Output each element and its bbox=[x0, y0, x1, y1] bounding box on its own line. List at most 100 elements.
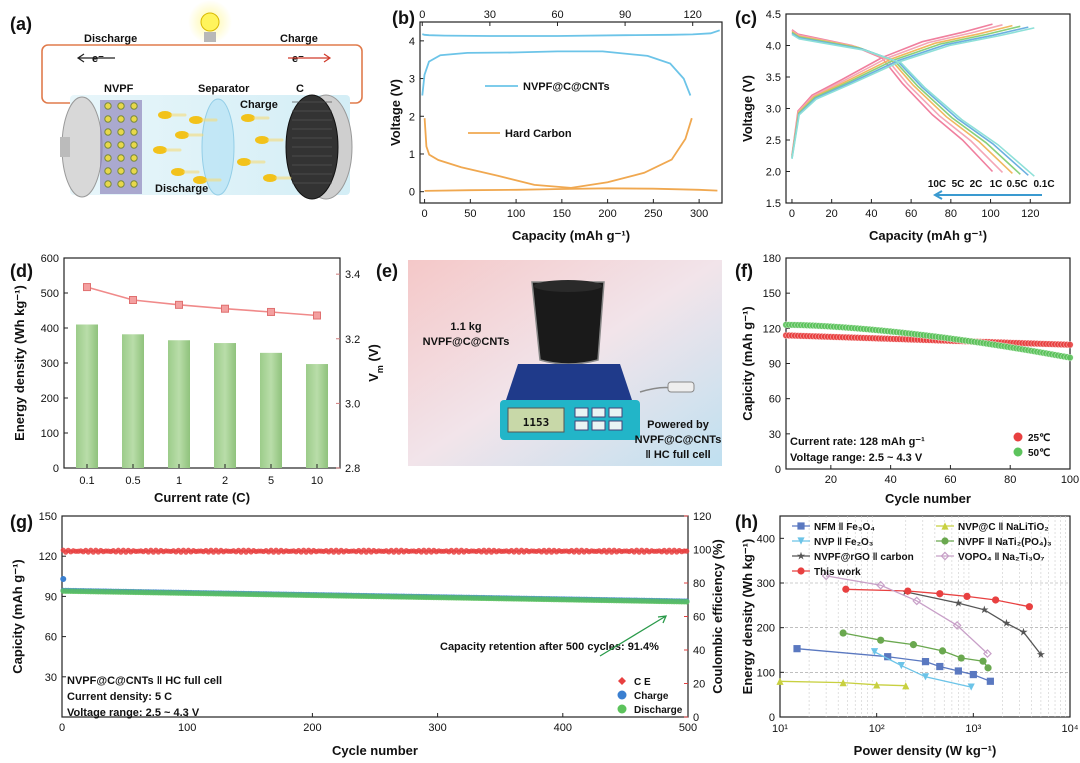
point-h-1 bbox=[897, 662, 905, 670]
ion-site-icon bbox=[117, 102, 125, 110]
legend-label-g-2: Discharge bbox=[634, 705, 683, 716]
sodium-ion-icon bbox=[237, 158, 251, 166]
tick-label-h-y: 200 bbox=[757, 623, 775, 635]
tick-label-c-y: 2.5 bbox=[766, 135, 781, 147]
y-axis-label-h: Energy density (Wh kg⁻¹) bbox=[740, 539, 755, 695]
bulb-icon bbox=[200, 12, 220, 32]
tick-label-h-x: 10² bbox=[869, 723, 885, 735]
tick-label-f-y: 30 bbox=[769, 429, 781, 441]
line-h-5 bbox=[842, 632, 989, 669]
tick-label-h-x: 10³ bbox=[965, 723, 981, 735]
point-h-3 bbox=[936, 590, 944, 598]
ion-site-icon bbox=[130, 180, 138, 188]
point-h-2 bbox=[954, 598, 963, 607]
retention-annotation-g: Capacity retention after 500 cycles: 91.… bbox=[440, 641, 659, 653]
tick-label-c-x: 20 bbox=[826, 208, 838, 220]
ion-site-icon bbox=[130, 154, 138, 162]
sample-name: NVPF@C@CNTs bbox=[423, 336, 510, 348]
point-h-2 bbox=[1002, 618, 1011, 627]
vm-marker-d-1 bbox=[129, 296, 137, 304]
ion-site-icon bbox=[104, 141, 112, 149]
tick-label-f-y: 0 bbox=[775, 464, 781, 476]
vm-marker-d-4 bbox=[267, 307, 275, 316]
ion-site-icon bbox=[117, 115, 125, 123]
line-h-3 bbox=[845, 588, 1030, 608]
tick-label-g-y2: 20 bbox=[693, 679, 705, 691]
sodium-ion-icon bbox=[241, 114, 255, 122]
tick-label-b-x: 100 bbox=[507, 208, 525, 220]
tick-label-f-y: 180 bbox=[763, 253, 781, 265]
point-h-0 bbox=[921, 658, 930, 666]
sodium-ion-icon bbox=[189, 116, 203, 124]
tick-label-d-y: 300 bbox=[41, 358, 59, 370]
legend-marker-g-1 bbox=[617, 690, 627, 700]
legend-label-h-1: NVP ‖ Fe₂O₃ bbox=[814, 537, 874, 548]
tick-label-g-y2: 120 bbox=[693, 511, 711, 523]
tick-label-g-x: 500 bbox=[679, 722, 697, 734]
tick-label-g-y2: 60 bbox=[693, 612, 705, 624]
powder-top-icon bbox=[534, 280, 602, 292]
tick-label-h-x: 10¹ bbox=[772, 723, 788, 735]
tick-label-b-x: 250 bbox=[644, 208, 662, 220]
vm-marker-d-0 bbox=[83, 283, 91, 292]
point-h-1 bbox=[870, 648, 879, 656]
tick-label-g-y: 60 bbox=[45, 632, 57, 644]
line-h-4 bbox=[779, 680, 906, 687]
tick-label-g-y: 90 bbox=[45, 591, 57, 603]
point-h-5 bbox=[909, 641, 918, 649]
bar-d-4 bbox=[260, 352, 282, 468]
legend-marker-h-6 bbox=[940, 551, 950, 561]
y-axis-label-c: Voltage (V) bbox=[740, 75, 755, 142]
bar-d-0 bbox=[76, 324, 98, 468]
tick-label-f-y: 60 bbox=[769, 394, 781, 406]
line-h-1 bbox=[874, 651, 972, 688]
tick-label-b-y: 0 bbox=[409, 187, 415, 199]
point-h-0 bbox=[986, 677, 994, 685]
y-axis-label-d: Energy density (Wh kg⁻¹) bbox=[12, 285, 27, 441]
point-h-2 bbox=[980, 605, 989, 614]
label-discharge: Discharge bbox=[84, 33, 137, 45]
point-h-1 bbox=[921, 673, 930, 681]
vm-line-d bbox=[86, 286, 318, 317]
ion-site-icon bbox=[104, 115, 112, 123]
point-h-4 bbox=[902, 682, 910, 690]
tick-label-h-y: 100 bbox=[757, 667, 775, 679]
scale-reading: 1153 bbox=[523, 416, 550, 429]
tick-label-g-y2: 100 bbox=[693, 545, 711, 557]
label-carbon: C bbox=[296, 83, 304, 95]
point-h-6 bbox=[983, 649, 992, 659]
tick-label-f-y: 150 bbox=[763, 288, 781, 300]
point-h-3 bbox=[992, 596, 1000, 604]
sodium-ion-icon bbox=[153, 146, 167, 154]
tick-label-c-y: 1.5 bbox=[766, 198, 781, 210]
tick-label-b-y: 4 bbox=[409, 36, 415, 48]
scale-button-icon bbox=[574, 407, 589, 418]
panel-label-c: (c) bbox=[735, 8, 757, 28]
bar-d-3 bbox=[214, 343, 236, 468]
legend-marker-h-4 bbox=[941, 522, 949, 530]
point-h-0 bbox=[954, 667, 962, 675]
y2-axis-label-g: Coulombic efficiency (%) bbox=[710, 539, 725, 694]
point-h-3 bbox=[1025, 603, 1033, 611]
plot-frame-h bbox=[779, 515, 1071, 718]
ion-site-icon bbox=[117, 167, 125, 175]
point-h-5 bbox=[877, 636, 885, 644]
legend-marker-h-5 bbox=[941, 537, 949, 545]
separator-icon bbox=[201, 98, 235, 196]
tick-label-g-x: 400 bbox=[554, 722, 572, 734]
tick-label-d-y: 500 bbox=[41, 288, 59, 300]
plot-frame-b bbox=[419, 21, 723, 204]
ion-site-icon bbox=[130, 115, 138, 123]
tick-label-g-x: 200 bbox=[303, 722, 321, 734]
ion-site-icon bbox=[117, 128, 125, 136]
scale-plate-icon bbox=[506, 364, 632, 400]
tick-label-f-x: 40 bbox=[885, 474, 897, 486]
legend-label-c-5: 0.1C bbox=[1033, 179, 1054, 190]
legend-marker-f-1 bbox=[1013, 447, 1023, 457]
powered-line-2: NVPF@C@CNTs bbox=[635, 434, 722, 446]
scale-display-icon bbox=[507, 407, 565, 433]
tick-label-c-y: 4.0 bbox=[766, 41, 781, 53]
ion-site-icon bbox=[130, 141, 138, 149]
curve-c-discharge-0 bbox=[791, 29, 994, 173]
panel-label-d: (d) bbox=[10, 261, 33, 281]
